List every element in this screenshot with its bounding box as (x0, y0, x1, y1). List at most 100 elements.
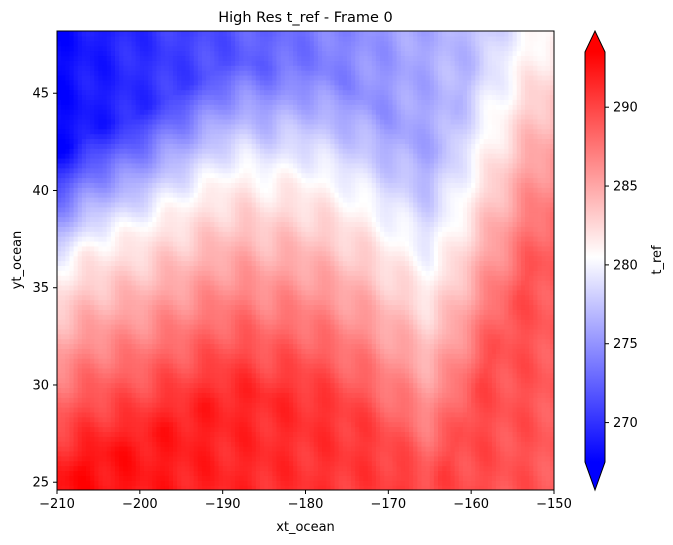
heatmap-cell (313, 289, 319, 296)
heatmap-cell (500, 455, 505, 462)
heatmap-cell (479, 343, 485, 349)
heatmap-cell (98, 426, 104, 432)
heatmap-cell (467, 382, 472, 389)
heatmap-cell (467, 319, 472, 325)
heatmap-cell (483, 455, 489, 462)
heatmap-cell (425, 348, 431, 354)
heatmap-cell (268, 470, 273, 476)
heatmap-cell (305, 309, 311, 315)
heatmap-cell (193, 343, 199, 349)
heatmap-cell (313, 382, 319, 389)
heatmap-cell (98, 387, 104, 393)
heatmap-cell (533, 470, 539, 476)
heatmap-cell (185, 416, 191, 423)
heatmap-cell (409, 475, 414, 481)
heatmap-cell (235, 338, 240, 345)
heatmap-cell (81, 284, 87, 291)
heatmap-cell (85, 289, 91, 296)
heatmap-cell (305, 392, 311, 398)
heatmap-cell (520, 377, 526, 384)
heatmap-cell (462, 431, 468, 437)
heatmap-cell (322, 411, 327, 418)
heatmap-cell (243, 441, 249, 447)
heatmap-cell (483, 314, 489, 320)
heatmap-cell (305, 406, 311, 413)
heatmap-cell (520, 299, 526, 306)
heatmap-cell (516, 426, 522, 432)
heatmap-cell (404, 328, 410, 335)
heatmap-cell (61, 485, 66, 490)
heatmap-cell (375, 436, 381, 442)
heatmap-cell (309, 460, 315, 467)
heatmap-cell (504, 382, 510, 389)
heatmap-cell (367, 446, 373, 452)
heatmap-cell (235, 416, 240, 423)
heatmap-cell (380, 363, 385, 369)
heatmap-cell (322, 480, 327, 486)
heatmap-cell (110, 289, 116, 296)
heatmap-cell (259, 485, 265, 490)
heatmap-cell (417, 397, 423, 403)
heatmap-cell (272, 338, 278, 345)
heatmap-cell (206, 421, 211, 428)
heatmap-cell (65, 426, 71, 432)
heatmap-cell (487, 377, 493, 384)
heatmap-cell (73, 402, 79, 408)
heatmap-cell (189, 460, 195, 467)
heatmap-cell (65, 294, 71, 301)
heatmap-cell (537, 367, 543, 374)
heatmap-cell (131, 328, 137, 335)
heatmap-cell (276, 446, 282, 452)
heatmap-cell (131, 367, 137, 374)
heatmap-cell (549, 455, 554, 462)
heatmap-cell (297, 436, 302, 442)
heatmap-cell (450, 421, 456, 428)
heatmap-cell (446, 377, 452, 384)
heatmap-cell (533, 446, 539, 452)
heatmap-cell (371, 421, 377, 428)
heatmap-cell (479, 426, 485, 432)
heatmap-cell (404, 343, 410, 349)
heatmap-cell (371, 475, 377, 481)
heatmap-cell (380, 465, 385, 472)
heatmap-cell (396, 319, 402, 325)
heatmap-cell (409, 358, 414, 364)
heatmap-cell (409, 480, 414, 486)
heatmap-cell (235, 319, 240, 325)
heatmap-cell (483, 465, 489, 472)
heatmap-cell (301, 319, 307, 325)
heatmap-cell (230, 455, 236, 462)
heatmap-cell (94, 485, 100, 490)
heatmap-cell (475, 402, 481, 408)
heatmap-cell (305, 328, 311, 335)
heatmap-cell (367, 348, 373, 354)
heatmap-cell (355, 465, 360, 472)
heatmap-cell (177, 446, 182, 452)
heatmap-cell (61, 363, 66, 369)
heatmap-cell (512, 421, 518, 428)
heatmap-cell (529, 309, 534, 315)
heatmap-cell (90, 460, 95, 467)
heatmap-cell (326, 348, 331, 354)
heatmap-cell (409, 460, 414, 467)
heatmap-cell (259, 480, 265, 486)
heatmap-cell (475, 485, 481, 490)
heatmap-cell (446, 392, 452, 398)
heatmap-cell (479, 304, 485, 310)
heatmap-cell (375, 377, 381, 384)
heatmap-cell (537, 470, 543, 476)
heatmap-cell (61, 397, 66, 403)
heatmap-cell (156, 480, 162, 486)
heatmap-cell (181, 402, 186, 408)
heatmap-cell (57, 455, 62, 462)
heatmap-cell (264, 319, 269, 325)
heatmap-cell (210, 446, 215, 452)
heatmap-cell (367, 289, 373, 296)
heatmap-cell (442, 436, 447, 442)
heatmap-cell (533, 363, 539, 369)
heatmap-cell (367, 475, 373, 481)
heatmap-cell (131, 382, 137, 389)
heatmap-cell (533, 465, 539, 472)
heatmap-cell (57, 470, 62, 476)
heatmap-cell (471, 328, 476, 335)
